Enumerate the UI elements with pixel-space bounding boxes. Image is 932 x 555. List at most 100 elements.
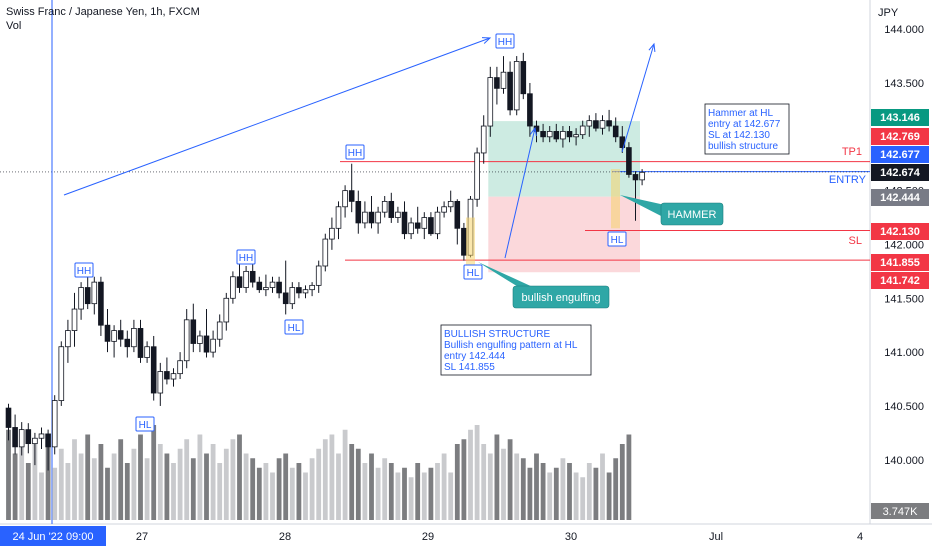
volume-bar	[316, 448, 322, 520]
volume-bar	[600, 453, 605, 520]
volume-bar	[78, 453, 84, 520]
price-tag-text: 142.130	[880, 226, 920, 238]
candle-up	[243, 270, 249, 288]
hammer-highlight[interactable]	[611, 169, 620, 229]
price-tag-text: 142.674	[880, 167, 921, 179]
price-tag[interactable]	[871, 109, 929, 126]
volume-bar	[52, 467, 58, 520]
price-tag[interactable]	[871, 164, 929, 181]
structure-label-box[interactable]	[284, 319, 304, 335]
candle-up	[335, 206, 342, 229]
volume-bar	[461, 439, 467, 520]
price-tag[interactable]	[871, 223, 929, 240]
candle-up	[32, 437, 38, 445]
volume-bar	[421, 472, 427, 520]
volume-bar	[204, 453, 209, 520]
hammer-note-line: bullish structure	[708, 141, 778, 152]
chart-header: Swiss Franc / Japanese Yen, 1h, FXCM Vol	[6, 5, 200, 33]
trend-arrow-main[interactable]	[63, 37, 491, 196]
volume-bar	[98, 444, 104, 520]
volume-bar	[131, 448, 137, 520]
candle-down	[632, 174, 639, 181]
volume-tag[interactable]	[871, 503, 929, 519]
volume-bar	[448, 472, 454, 520]
volume-bar	[586, 463, 592, 520]
y-tick-label: 140.000	[884, 455, 924, 467]
hammer-note-line: entry at 142.677	[708, 119, 781, 130]
sl-label: SL	[849, 235, 862, 247]
candle-up	[170, 373, 177, 380]
candle-down	[25, 429, 32, 445]
hammer-callout-text: HAMMER	[668, 209, 717, 221]
trend-arrow-main-head	[481, 37, 492, 44]
engulfing-callout-box[interactable]	[512, 285, 610, 309]
candle-down	[296, 287, 302, 294]
price-tag[interactable]	[871, 146, 929, 163]
currency-label: JPY	[878, 7, 899, 19]
structure-label-box[interactable]	[135, 416, 155, 432]
structure-label-box[interactable]	[74, 262, 94, 278]
structure-label-box[interactable]	[607, 231, 627, 247]
volume-bar	[144, 458, 150, 520]
volume-bar	[164, 453, 170, 520]
trend-arrow-target[interactable]	[621, 43, 655, 153]
volume-bar	[85, 434, 91, 520]
candle-down	[190, 319, 197, 344]
volume-bar	[39, 472, 44, 520]
candle-up	[38, 433, 45, 439]
candle-up	[362, 211, 368, 224]
structure-note-line: Bullish engulfing pattern at HL	[444, 340, 578, 351]
candle-down	[45, 433, 51, 448]
x-tick-label: 28	[279, 531, 291, 543]
candle-down	[84, 287, 91, 305]
candle-up	[269, 281, 276, 288]
structure-label-box[interactable]	[495, 33, 515, 49]
price-tag[interactable]	[871, 272, 929, 289]
candle-up	[51, 400, 58, 448]
volume-indicator-label[interactable]: Vol	[6, 20, 22, 32]
price-tag[interactable]	[871, 189, 929, 206]
candle-up	[157, 371, 164, 394]
y-tick-label: 141.500	[884, 293, 924, 305]
volume-bar	[157, 444, 163, 520]
candle-down	[428, 217, 434, 235]
candle-up	[144, 346, 150, 358]
candle-up	[309, 284, 315, 291]
x-cursor-label: 24 Jun '22 09:00	[12, 531, 93, 543]
volume-bar	[567, 463, 572, 520]
tp1-label: TP1	[842, 146, 862, 158]
volume-bar	[72, 439, 77, 520]
candle-down	[606, 120, 612, 127]
x-cursor-tag[interactable]	[0, 526, 106, 546]
volume-bar	[6, 429, 11, 520]
structure-note-line: entry 142.444	[444, 351, 506, 362]
engulfing-highlight[interactable]	[466, 217, 475, 266]
volume-bar	[19, 439, 25, 520]
structure-note-line: SL 141.855	[444, 362, 495, 373]
volume-bar	[32, 444, 38, 520]
price-tag[interactable]	[871, 254, 929, 271]
candle-down	[236, 276, 243, 288]
volume-bar	[217, 463, 223, 520]
volume-bar	[474, 425, 480, 520]
volume-bar	[435, 463, 440, 520]
candle-up	[322, 238, 329, 267]
trend-arrow-engulfing[interactable]	[504, 127, 536, 259]
price-tag-text: 142.444	[880, 192, 921, 204]
structure-label-box[interactable]	[345, 144, 365, 160]
hammer-callout-box[interactable]	[660, 202, 724, 226]
candle-down	[104, 324, 111, 342]
structure-note-box[interactable]	[440, 324, 592, 376]
volume-bar	[210, 444, 216, 520]
structure-label-box[interactable]	[463, 264, 483, 280]
price-tag[interactable]	[871, 128, 929, 145]
candle-up	[395, 211, 401, 218]
candle-up	[375, 211, 381, 224]
candle-up	[131, 328, 137, 348]
candle-down	[348, 190, 355, 202]
hammer-note-box[interactable]	[704, 103, 790, 155]
symbol-title[interactable]: Swiss Franc / Japanese Yen, 1h, FXCM	[6, 6, 200, 18]
structure-label-box[interactable]	[236, 249, 256, 265]
candle-up	[513, 61, 520, 111]
